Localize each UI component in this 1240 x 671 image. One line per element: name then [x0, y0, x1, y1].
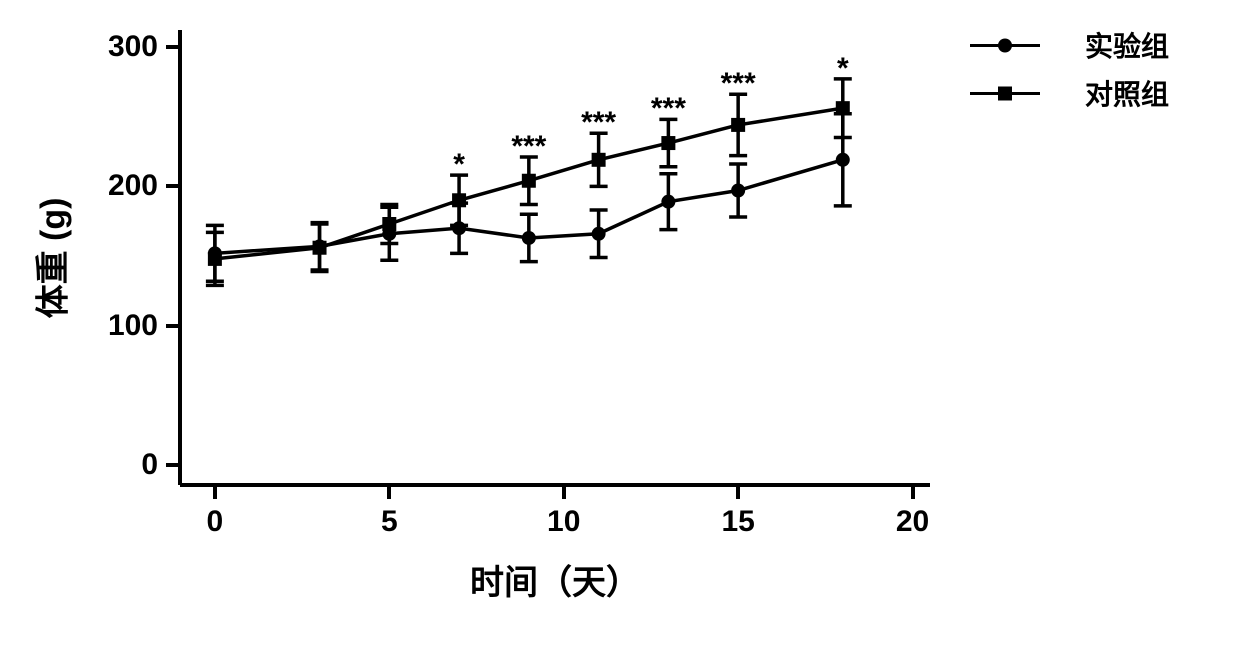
significance-marker: ***	[581, 106, 616, 140]
legend-item-exp: 实验组	[970, 25, 1169, 65]
x-tick	[562, 485, 566, 499]
chart-root: { "chart": { "type": "line-errorbar", "b…	[0, 0, 1240, 671]
y-tick	[166, 184, 180, 188]
y-tick	[166, 45, 180, 49]
legend-label-ctrl: 对照组	[1085, 73, 1169, 113]
significance-marker: ***	[651, 92, 686, 126]
x-tick-label: 15	[721, 505, 754, 539]
legend-marker-ctrl	[970, 83, 1040, 103]
y-axis-title: 体重 (g)	[26, 197, 75, 318]
x-tick	[387, 485, 391, 499]
y-tick	[166, 463, 180, 467]
x-axis-title: 时间（天）	[470, 555, 640, 604]
significance-marker: *	[837, 52, 849, 86]
x-tick	[213, 485, 217, 499]
y-tick-label: 200	[108, 169, 158, 203]
legend-label-exp: 实验组	[1085, 25, 1169, 65]
x-tick	[911, 485, 915, 499]
y-tick-label: 100	[108, 309, 158, 343]
legend-marker-exp	[970, 35, 1040, 55]
significance-marker: ***	[511, 130, 546, 164]
x-tick	[736, 485, 740, 499]
significance-marker: ***	[721, 67, 756, 101]
y-tick	[166, 324, 180, 328]
x-tick-label: 5	[381, 505, 398, 539]
plot-svg	[180, 30, 930, 485]
significance-marker: *	[453, 148, 465, 182]
x-tick-label: 0	[207, 505, 224, 539]
legend-item-ctrl: 对照组	[970, 73, 1169, 113]
legend: 实验组对照组	[970, 25, 1169, 113]
x-tick-label: 20	[896, 505, 929, 539]
y-tick-label: 0	[141, 448, 158, 482]
plot-area	[180, 30, 930, 485]
y-tick-label: 300	[108, 30, 158, 64]
x-tick-label: 10	[547, 505, 580, 539]
